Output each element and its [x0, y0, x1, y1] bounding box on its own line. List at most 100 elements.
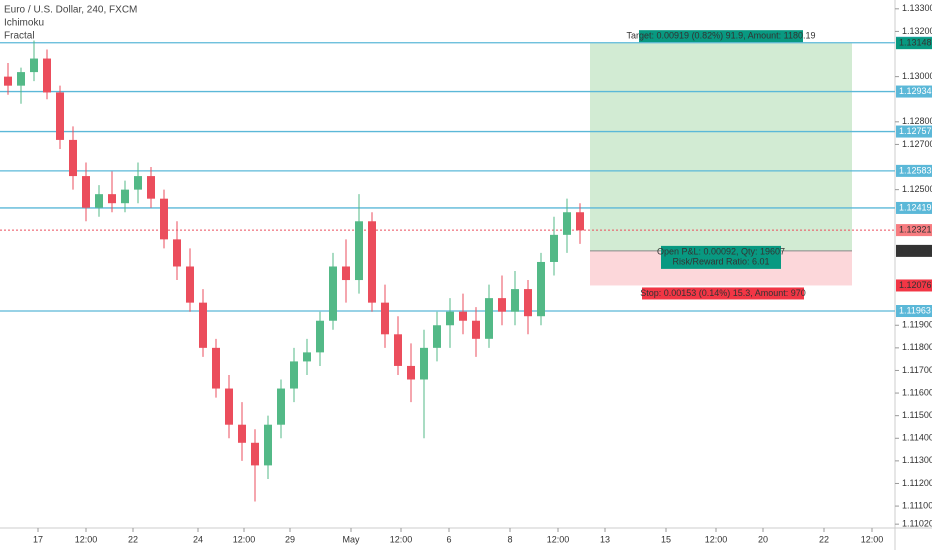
candle-body [134, 176, 142, 190]
y-tick-label: 1.13000 [902, 71, 932, 81]
candle-body [277, 388, 285, 425]
candle-body [407, 365, 415, 380]
indicator-label: Ichimoku [4, 18, 44, 29]
candle-body [381, 302, 389, 335]
candle-body [95, 194, 103, 208]
y-tick-label: 1.11100 [902, 500, 932, 510]
target-text: Target: 0.00919 (0.82%) 91.9, Amount: 11… [627, 31, 816, 41]
x-tick-label: 12:00 [705, 534, 728, 544]
candle-body [303, 352, 311, 362]
y-tick-label: 1.12800 [902, 116, 932, 126]
position-price-label: 1.13148 [899, 38, 932, 48]
y-tick-label: 1.13300 [902, 3, 932, 13]
candle-body [576, 212, 584, 231]
y-tick-label: 1.11300 [902, 455, 932, 465]
level-label-box [896, 305, 932, 318]
candle-body [459, 311, 467, 321]
candle-body [342, 266, 350, 281]
x-tick-label: 22 [819, 534, 829, 544]
level-label-box [896, 125, 932, 138]
candle-body [160, 198, 168, 240]
level-label: 1.12419 [899, 202, 932, 212]
position-price-label: 1.12076 [899, 280, 932, 290]
candle-body [511, 289, 519, 312]
current-price-box [896, 224, 932, 237]
candle-body [251, 442, 259, 466]
candle-body [4, 76, 12, 86]
candle-body [394, 334, 402, 366]
candle-body [17, 72, 25, 86]
x-tick-label: 29 [285, 534, 295, 544]
candle-body [537, 261, 545, 317]
candle-body [43, 58, 51, 93]
candle-body [498, 298, 506, 312]
candle-body [355, 221, 363, 281]
y-tick-label: 1.12700 [902, 139, 932, 149]
x-tick-label: 12:00 [861, 534, 884, 544]
level-label-box [896, 85, 932, 98]
x-tick-label: 24 [193, 534, 203, 544]
x-tick-label: 8 [507, 534, 512, 544]
stop-text: Stop: 0.00153 (0.14%) 15.3, Amount: 970 [640, 288, 806, 298]
level-label-box [896, 201, 932, 214]
candle-body [420, 347, 428, 380]
y-tick-label: 1.13200 [902, 26, 932, 36]
candle-body [329, 266, 337, 321]
x-tick-label: 12:00 [390, 534, 413, 544]
candle-body [550, 234, 558, 262]
candle-body [82, 176, 90, 208]
position-price-box [896, 279, 932, 292]
candle-body [186, 266, 194, 303]
candle-body [290, 361, 298, 389]
position-price-label: 1.12229 [899, 245, 932, 255]
candle-body [524, 289, 532, 317]
candle-body [173, 239, 181, 267]
pnl-text: Open P&L: 0.00092, Qty: 19607 [657, 246, 785, 256]
x-tick-label: 15 [661, 534, 671, 544]
candle-body [212, 347, 220, 389]
level-label: 1.12583 [899, 165, 932, 175]
x-tick-label: 22 [128, 534, 138, 544]
x-tick-label: 13 [600, 534, 610, 544]
indicator-label: Fractal [4, 31, 35, 42]
level-label-box [896, 164, 932, 177]
candle-body [264, 424, 272, 466]
candle-body [563, 212, 571, 235]
rr-text: Risk/Reward Ratio: 6.01 [672, 256, 769, 266]
x-tick-label: 20 [758, 534, 768, 544]
candle-body [433, 325, 441, 348]
position-price-box [896, 244, 932, 257]
y-tick-label: 1.11020 [902, 519, 932, 529]
level-label: 1.12757 [899, 126, 932, 136]
x-tick-label: 12:00 [547, 534, 570, 544]
candle-body [446, 311, 454, 326]
y-tick-label: 1.11200 [902, 478, 932, 488]
profit-zone [590, 43, 852, 251]
x-tick-label: 17 [33, 534, 43, 544]
x-tick-label: 6 [446, 534, 451, 544]
y-tick-label: 1.11400 [902, 433, 932, 443]
y-tick-label: 1.12500 [902, 184, 932, 194]
level-label: 1.12934 [899, 86, 932, 96]
pnl-box [661, 245, 781, 269]
candle-body [147, 176, 155, 199]
candle-body [368, 221, 376, 303]
candle-body [485, 298, 493, 339]
candle-body [225, 388, 233, 425]
candle-body [56, 92, 64, 140]
x-tick-label: 12:00 [233, 534, 256, 544]
candle-body [30, 58, 38, 73]
x-tick-label: 12:00 [75, 534, 98, 544]
candle-body [121, 189, 129, 204]
level-label: 1.11963 [899, 305, 931, 315]
y-tick-label: 1.11700 [902, 365, 932, 375]
target-box [639, 30, 803, 43]
y-tick-label: 1.11800 [902, 342, 932, 352]
y-tick-label: 1.11600 [902, 387, 932, 397]
position-price-box [896, 37, 932, 50]
candle-body [316, 320, 324, 353]
candle-body [238, 424, 246, 443]
candle-body [108, 194, 116, 204]
y-tick-label: 1.11900 [902, 320, 932, 330]
